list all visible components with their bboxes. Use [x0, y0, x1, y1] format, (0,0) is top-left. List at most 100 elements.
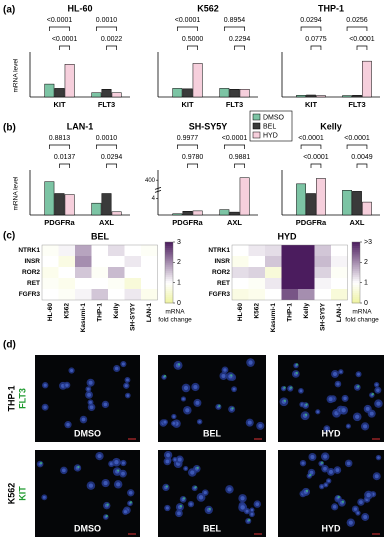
colorbar-step	[352, 284, 360, 288]
cell-nucleus-core	[328, 397, 333, 402]
heatmap-cell	[108, 289, 125, 300]
column-label: K562	[63, 303, 70, 319]
heatmap-cell	[314, 289, 331, 300]
heatmap-cell	[265, 289, 282, 300]
marker-signal	[196, 466, 199, 470]
heatmap-cell	[141, 267, 158, 278]
marker-signal	[218, 404, 221, 408]
bar	[352, 191, 362, 216]
heatmap-cell	[314, 256, 331, 267]
colorbar-tick-label: 3	[177, 239, 181, 246]
cell-nucleus-core	[114, 460, 119, 465]
colorbar-step	[165, 298, 173, 302]
bracket	[48, 144, 71, 149]
cell-nucleus-core	[43, 405, 47, 409]
cell-nucleus-core	[203, 490, 207, 495]
y-tick-label: 400	[145, 178, 156, 184]
colorbar-label: mRNA	[165, 309, 185, 316]
cell-nucleus-core	[309, 470, 314, 475]
cell-nucleus-core	[87, 392, 91, 397]
cell-nucleus-core	[97, 454, 102, 459]
cell-nucleus-core	[43, 383, 47, 387]
cell-nucleus-core	[347, 424, 350, 428]
row-label: RET	[27, 280, 40, 287]
x-tick-label: AXL	[99, 218, 114, 227]
cell-nucleus-core	[247, 420, 252, 425]
condition-label: BEL	[203, 523, 222, 533]
colorbar-step	[352, 268, 360, 271]
p-value: <0.0001	[47, 17, 73, 24]
bar	[192, 210, 203, 216]
heatmap-cell	[248, 278, 265, 289]
legend-label: HYD	[263, 132, 278, 139]
colorbar-label: fold change	[345, 317, 379, 324]
colorbar-step	[165, 264, 173, 267]
colorbar-step	[352, 272, 360, 275]
colorbar-step	[352, 264, 360, 267]
p-value: 0.0137	[54, 154, 76, 161]
cell-nucleus-core	[310, 454, 315, 459]
heatmap-cell	[265, 278, 282, 289]
colorbar-step	[352, 292, 360, 296]
heatmap-cell	[42, 245, 59, 256]
cell-nucleus-core	[248, 360, 253, 365]
cell-nucleus-core	[333, 372, 337, 376]
colorbar-step	[165, 300, 173, 304]
heatmap-cell	[232, 245, 249, 256]
column-label: Kelly	[113, 303, 120, 319]
heatmap-cell	[91, 245, 108, 256]
colorbar-tick-label: 1	[364, 280, 368, 287]
row-label: INSR	[214, 258, 230, 265]
chart-title: LAN-1	[67, 121, 94, 131]
marker-signal	[341, 500, 345, 503]
bar	[182, 211, 193, 216]
condition-label: HYD	[321, 428, 341, 438]
cell-nucleus-core	[128, 490, 133, 495]
panel-label: (c)	[3, 231, 15, 242]
colorbar-step	[352, 248, 360, 251]
panel-label: (b)	[3, 123, 16, 134]
marker-signal	[105, 514, 109, 518]
cell-nucleus-core	[366, 492, 371, 498]
colorbar-step	[352, 290, 360, 294]
bracket	[187, 163, 199, 168]
bracket	[346, 26, 368, 31]
heatmap-cell	[331, 289, 348, 300]
colorbar-step	[352, 300, 360, 304]
cell-nucleus-core	[255, 502, 260, 506]
condition-label: DMSO	[74, 523, 101, 533]
marker-signal	[290, 386, 293, 389]
cell-nucleus-core	[195, 400, 200, 405]
bar	[229, 211, 240, 216]
colorbar-step	[352, 246, 360, 249]
cell-nucleus-core	[363, 424, 368, 429]
colorbar-step	[165, 284, 173, 288]
chart-title: Kelly	[320, 121, 342, 131]
marker-signal	[165, 485, 169, 488]
heatmap-cell	[265, 267, 282, 278]
marker-signal	[309, 473, 312, 477]
colorbar-step	[165, 262, 173, 265]
cell-nucleus-core	[165, 506, 169, 510]
cell-nucleus-core	[42, 495, 46, 499]
bar	[342, 95, 352, 98]
condition-label: BEL	[203, 428, 222, 438]
colorbar-tick-label: >3	[364, 239, 372, 246]
colorbar-step	[165, 258, 173, 261]
cell-nucleus-core	[81, 417, 86, 422]
p-value: 0.8813	[49, 135, 71, 142]
heatmap-cell	[42, 278, 59, 289]
cell-nucleus-core	[301, 461, 305, 465]
colorbar-step	[165, 296, 173, 300]
row-label: RET	[217, 280, 230, 287]
colorbar-label: mRNA	[352, 309, 372, 316]
column-label: HL-60	[47, 303, 54, 321]
heatmap-frame	[231, 244, 348, 301]
cell-nucleus-core	[198, 495, 204, 500]
heatmap-cell	[281, 267, 298, 278]
p-value: 0.0049	[351, 154, 373, 161]
heatmap-cell	[314, 267, 331, 278]
colorbar-tick-label: 0	[364, 300, 368, 307]
colorbar-step	[352, 288, 360, 292]
